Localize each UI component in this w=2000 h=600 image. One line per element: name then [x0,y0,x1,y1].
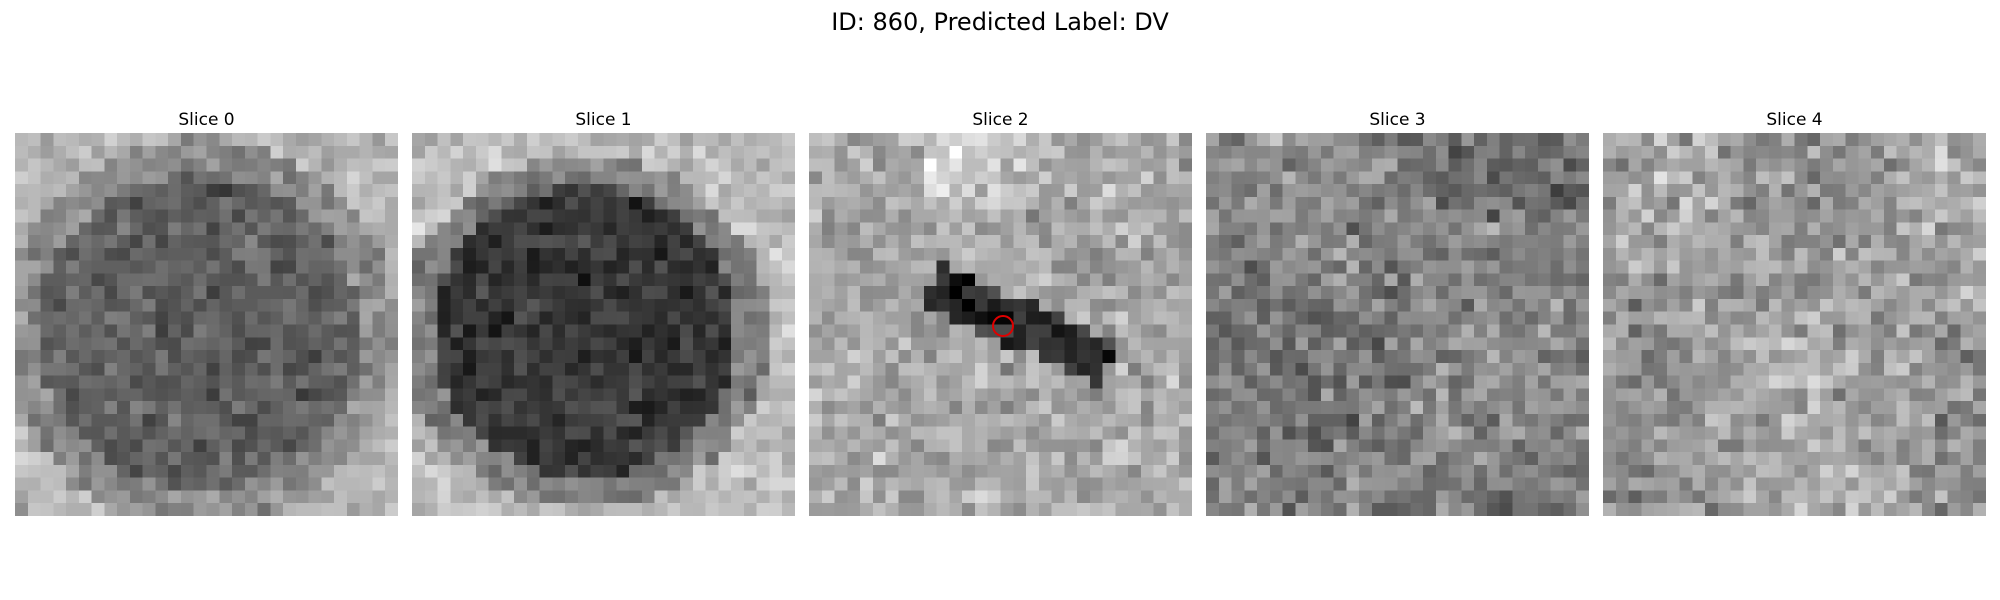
highlight-circle-marker [992,315,1014,337]
slice-image-1 [412,133,795,516]
slice-title-3: Slice 3 [1369,110,1426,130]
slice-image-3 [1206,133,1589,516]
slice-title-1: Slice 1 [575,110,632,130]
slice-title-0: Slice 0 [178,110,235,130]
slice-image-4 [1603,133,1986,516]
slice-panel-4: Slice 4 [1603,108,1986,516]
slice-panel-1: Slice 1 [412,108,795,516]
slice-image-0 [15,133,398,516]
slice-panel-0: Slice 0 [15,108,398,516]
figure-title: ID: 860, Predicted Label: DV [831,8,1169,36]
slice-panel-2: Slice 2 [809,108,1192,516]
slice-panel-3: Slice 3 [1206,108,1589,516]
slice-title-2: Slice 2 [972,110,1029,130]
slice-title-4: Slice 4 [1766,110,1823,130]
